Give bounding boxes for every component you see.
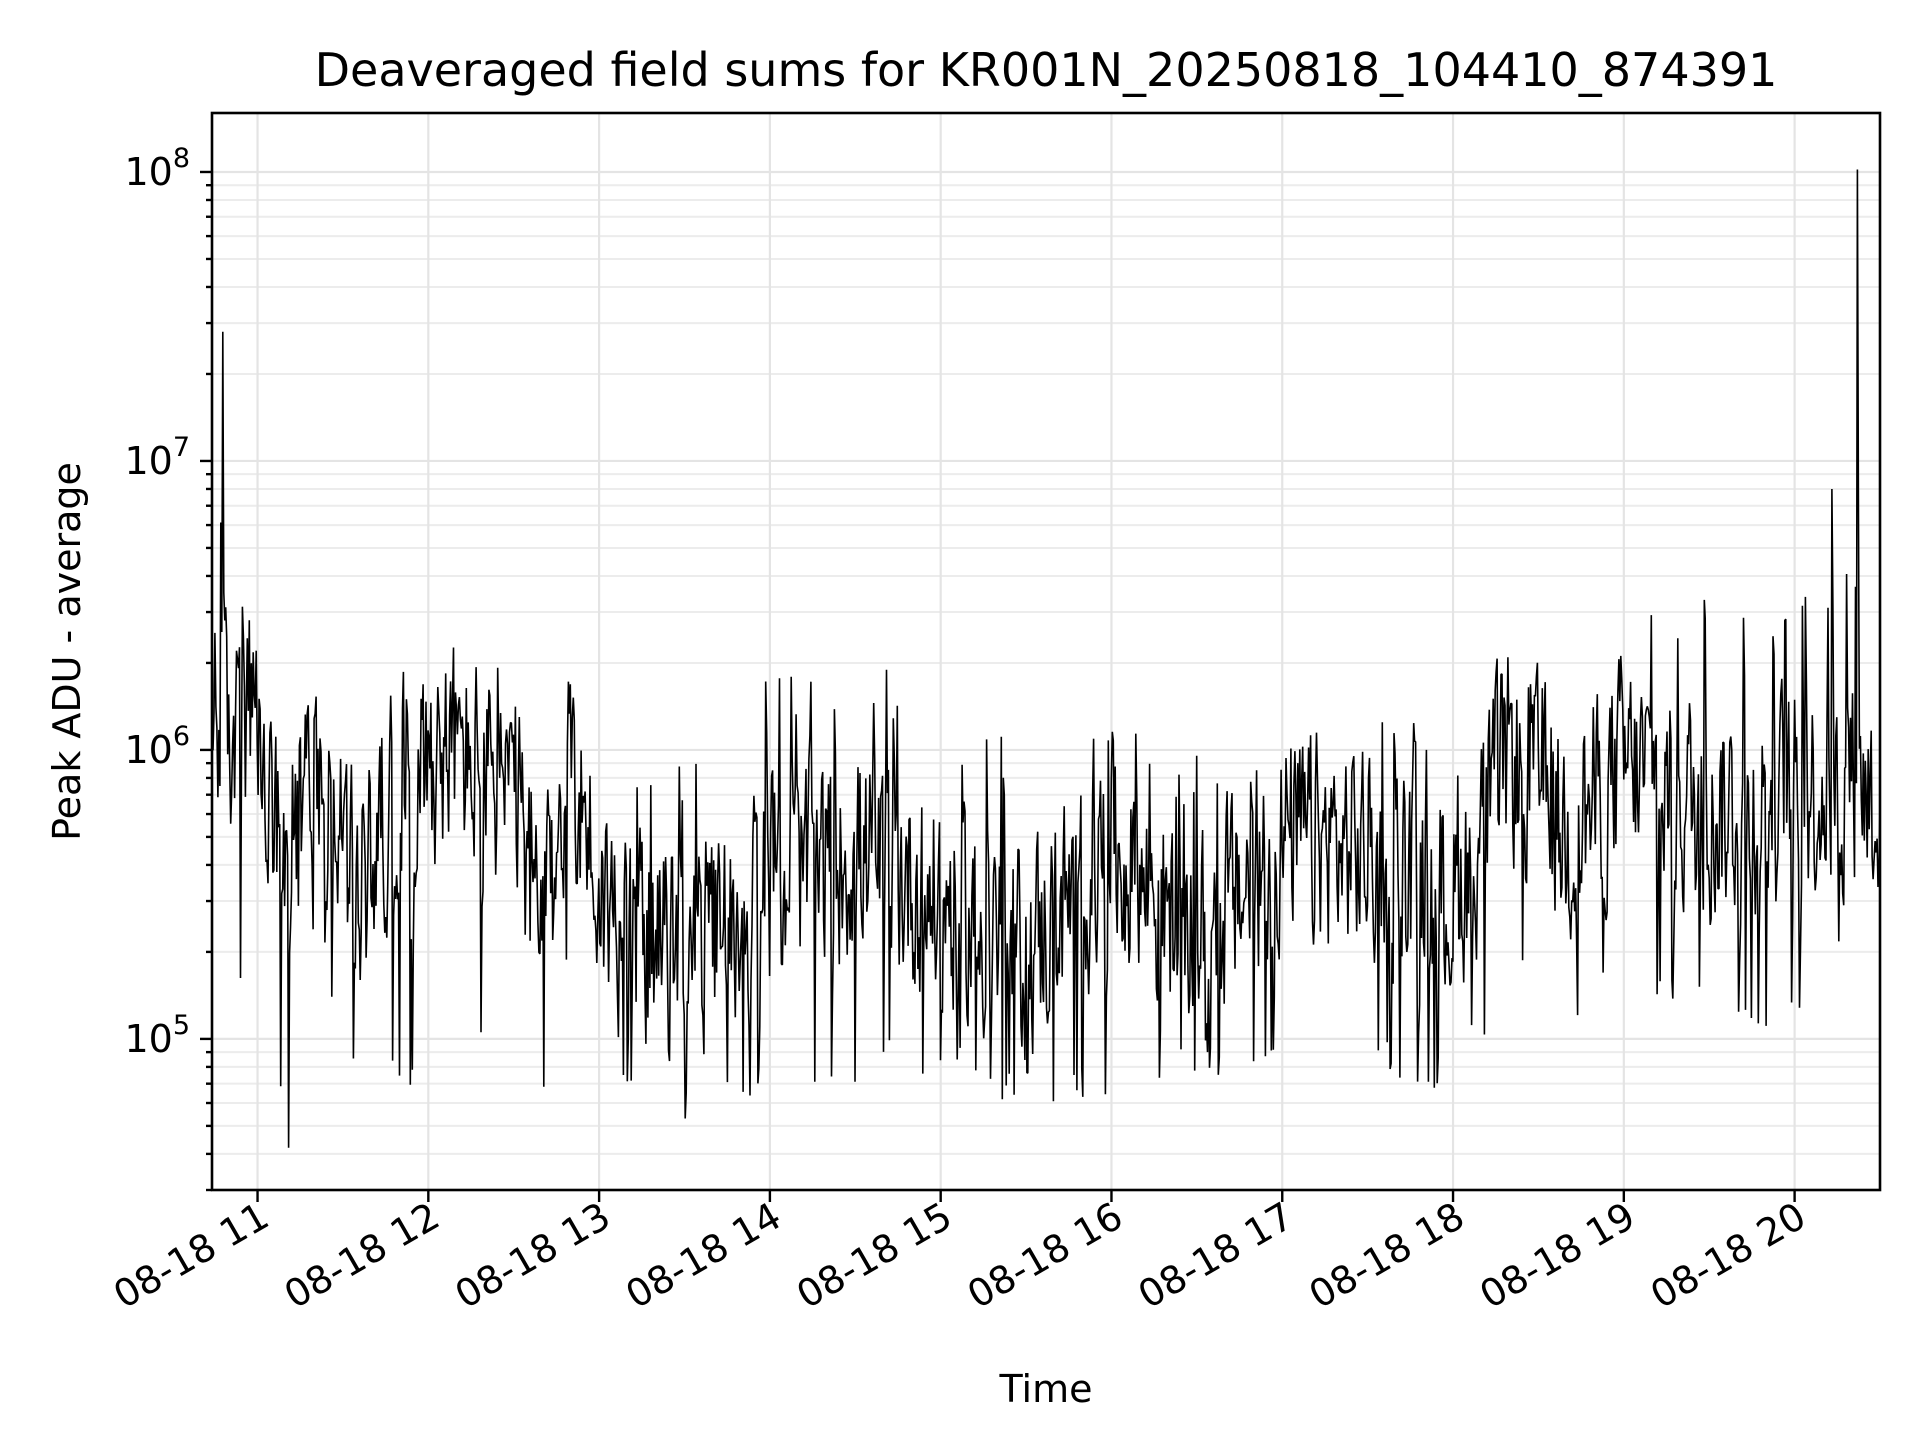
y-tick-label: 108 (124, 143, 190, 194)
y-tick-label: 107 (124, 432, 190, 483)
y-tick-base: 10 (124, 150, 172, 194)
x-tick-label: 08-18 15 (789, 1194, 959, 1318)
x-tick-label: 08-18 20 (1643, 1194, 1813, 1318)
y-tick-base: 10 (124, 728, 172, 772)
x-tick-label: 08-18 11 (106, 1194, 276, 1318)
x-tick-label: 08-18 12 (277, 1194, 447, 1318)
y-tick-exponent: 5 (173, 1010, 190, 1041)
x-tick-label: 08-18 16 (960, 1194, 1130, 1318)
y-tick-exponent: 8 (173, 143, 190, 174)
y-tick-exponent: 6 (173, 721, 190, 752)
grid-lines (212, 113, 1880, 1191)
x-axis-label: Time (999, 1367, 1093, 1411)
x-tick-label: 08-18 18 (1302, 1194, 1472, 1318)
y-tick-base: 10 (124, 1017, 172, 1061)
x-tick-label: 08-18 13 (448, 1194, 618, 1318)
y-axis-label: Peak ADU - average (45, 462, 89, 841)
y-tick-label: 106 (124, 721, 190, 772)
x-tick-label: 08-18 14 (618, 1194, 788, 1318)
y-tick-label: 105 (124, 1010, 190, 1061)
plot-frame (210, 111, 1882, 1192)
x-axis: 08-18 11 08-18 12 08-18 13 08-18 14 08-18 15… (106, 1190, 1813, 1317)
y-tick-base: 10 (124, 439, 172, 483)
chart-title: Deaveraged field sums for KR001N_2025081… (315, 43, 1778, 97)
y-tick-exponent: 7 (173, 432, 190, 463)
x-tick-label: 08-18 19 (1472, 1194, 1642, 1318)
x-tick-label: 08-18 17 (1131, 1194, 1301, 1318)
series-line (211, 169, 1881, 1148)
